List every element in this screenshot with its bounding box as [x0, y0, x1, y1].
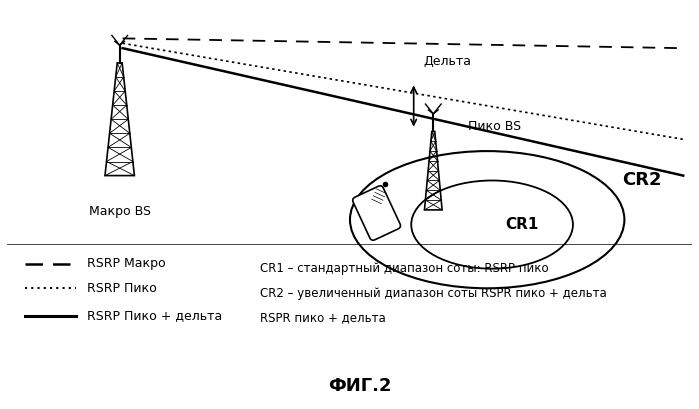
Text: CR2 – увеличенный диапазон соты RSPR пико + дельта: CR2 – увеличенный диапазон соты RSPR пик…	[260, 287, 607, 300]
Text: Макро BS: Макро BS	[89, 205, 151, 218]
Text: ФИГ.2: ФИГ.2	[328, 377, 391, 395]
Text: RSRP Пико + дельта: RSRP Пико + дельта	[87, 309, 222, 322]
FancyBboxPatch shape	[353, 186, 401, 240]
Text: CR1: CR1	[505, 217, 538, 232]
Text: Пико BS: Пико BS	[468, 120, 521, 133]
Text: RSRP Пико: RSRP Пико	[87, 282, 157, 295]
Text: CR1 – стандартный диапазон соты: RSRP пико: CR1 – стандартный диапазон соты: RSRP пи…	[260, 262, 549, 275]
Text: RSRP Макро: RSRP Макро	[87, 257, 166, 270]
Text: Дельта: Дельта	[424, 55, 472, 68]
Text: CR2: CR2	[622, 171, 662, 189]
Text: RSPR пико + дельта: RSPR пико + дельта	[260, 311, 386, 324]
